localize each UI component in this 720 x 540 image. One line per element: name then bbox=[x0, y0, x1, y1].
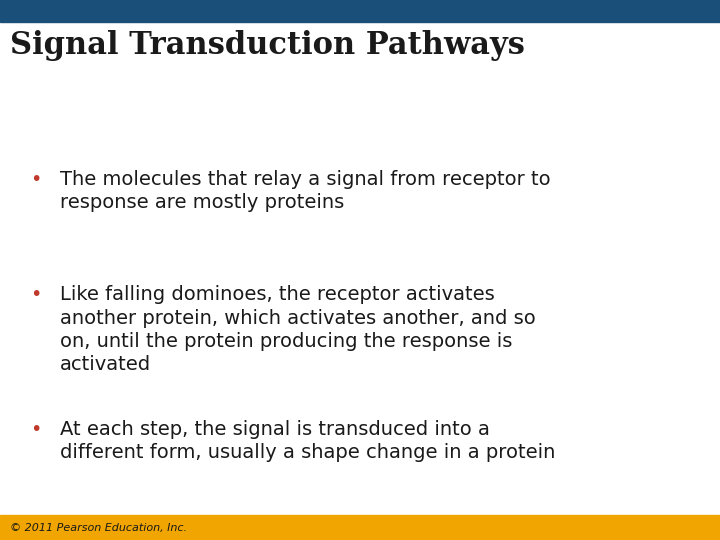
Text: •: • bbox=[30, 170, 41, 189]
Text: •: • bbox=[30, 420, 41, 439]
Text: Like falling dominoes, the receptor activates
another protein, which activates a: Like falling dominoes, the receptor acti… bbox=[60, 285, 536, 375]
Bar bbox=[0, 0, 720, 22]
Text: © 2011 Pearson Education, Inc.: © 2011 Pearson Education, Inc. bbox=[10, 523, 187, 532]
Text: At each step, the signal is transduced into a
different form, usually a shape ch: At each step, the signal is transduced i… bbox=[60, 420, 555, 462]
Bar bbox=[0, 515, 720, 540]
Text: Signal Transduction Pathways: Signal Transduction Pathways bbox=[10, 30, 525, 61]
Text: •: • bbox=[30, 285, 41, 304]
Text: The molecules that relay a signal from receptor to
response are mostly proteins: The molecules that relay a signal from r… bbox=[60, 170, 551, 213]
